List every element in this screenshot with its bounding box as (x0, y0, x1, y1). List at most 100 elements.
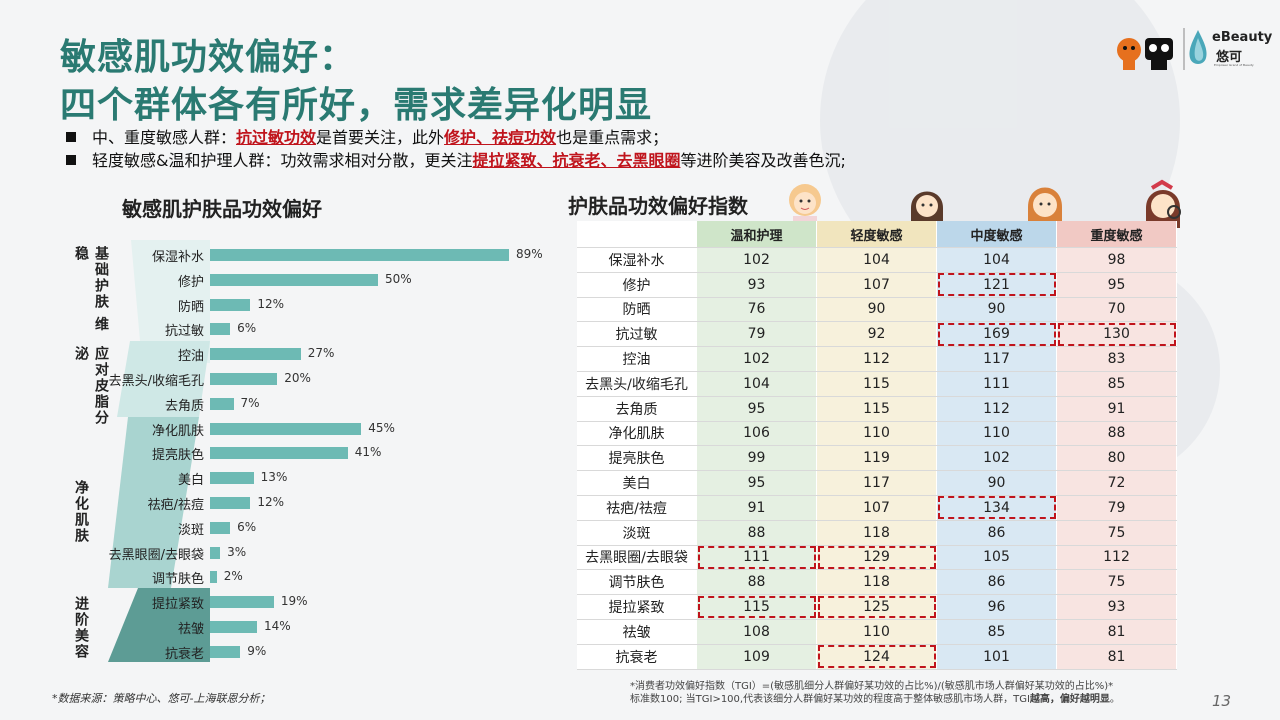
table-cell: 90 (936, 297, 1057, 323)
table-cell: 110 (816, 421, 937, 447)
bar-category-label: 保湿补水 (151, 250, 204, 265)
group-label-advanced: 进阶美容 (73, 596, 89, 660)
bar-category-label: 祛皱 (177, 622, 204, 637)
bar-value-label: 13% (260, 470, 288, 485)
bar-value-label: 3% (227, 544, 247, 559)
table-cell: 107 (816, 495, 937, 521)
table-cell: 105 (936, 545, 1057, 571)
table-row: 提拉紧致 115 125 96 93 (577, 594, 1177, 620)
bar-value-label: 9% (247, 643, 267, 658)
table-cell: 112 (816, 346, 937, 372)
bar (210, 596, 274, 609)
bullet-1: 中、重度敏感人群：抗过敏功效是首要关注，此外修护、祛痘功效也是重点需求； (66, 124, 668, 148)
group-bands (108, 240, 210, 662)
table-cell: 115 (696, 594, 817, 620)
table-cell: 110 (936, 421, 1057, 447)
table-cell: 112 (1056, 545, 1177, 571)
ebeauty-logo: eBeauty 悠可 Empower Grand of Beauty (1182, 26, 1274, 74)
bar-category-label: 修护 (177, 274, 204, 290)
mild-care-face-icon (783, 176, 827, 232)
table-cell: 117 (816, 470, 937, 496)
table-header-row: 温和护理 轻度敏感 中度敏感 重度敏感 (577, 221, 1177, 248)
table-cell: 75 (1056, 520, 1177, 546)
table-row: 淡斑 88 118 86 75 (577, 520, 1177, 546)
group-band-basic (131, 240, 210, 363)
table-cell: 134 (936, 495, 1057, 521)
table-cell: 90 (936, 470, 1057, 496)
bar (210, 447, 348, 460)
bar-category-label: 去黑眼圈/去眼袋 (108, 547, 204, 563)
row-label: 保湿补水 (577, 247, 697, 273)
bar (210, 397, 234, 410)
table-cell: 104 (816, 247, 937, 273)
bar-value-label: 12% (257, 296, 284, 311)
table-cell: 104 (696, 371, 817, 397)
bar (210, 497, 251, 509)
bar-value-label: 6% (237, 519, 257, 534)
table-cell: 101 (936, 644, 1057, 670)
footnote-line2: 标准数100; 当TGI>100,代表该细分人群偏好某功效的程度高于整体敏感肌市… (630, 690, 1120, 705)
table-cell: 98 (1056, 247, 1177, 273)
row-label: 祛皱 (577, 619, 697, 645)
bar-category-label: 抗衰老 (164, 646, 204, 662)
bullet-highlight: 修护、祛痘功效 (444, 128, 557, 147)
group-label-purify: 净化肌肤 (73, 480, 89, 544)
table-row: 抗衰老 109 124 101 81 (577, 644, 1177, 670)
bullet-text: 是首要关注，此外 (316, 128, 445, 147)
bar (210, 348, 301, 361)
footnote-text: 。 (1109, 694, 1120, 705)
table-cell: 81 (1056, 619, 1177, 645)
bar-value-label: 50% (385, 271, 412, 286)
table-cell: 119 (816, 445, 937, 472)
table-cell: 118 (816, 520, 937, 546)
table-cell: 91 (696, 495, 817, 521)
bar-category-label: 提亮肤色 (151, 448, 204, 464)
row-label: 调节肤色 (577, 569, 697, 596)
table-cell: 106 (696, 421, 817, 447)
bar (210, 546, 221, 559)
table-row: 祛疤/祛痘 91 107 134 79 (577, 495, 1177, 521)
bar-category-label: 净化肌肤 (151, 423, 204, 439)
bar-value-label: 19% (280, 594, 308, 609)
table-cell: 111 (936, 371, 1057, 397)
table-cell: 109 (696, 644, 817, 670)
bar (210, 249, 510, 261)
row-label: 防晒 (577, 297, 697, 323)
bar (210, 273, 378, 286)
row-label: 去角质 (577, 396, 697, 422)
column-header-moderate-sensitive: 中度敏感 (936, 221, 1057, 248)
bullet-square-icon (66, 132, 76, 142)
tgi-table: 温和护理 轻度敏感 中度敏感 重度敏感 保湿补水 102 104 104 98 修护 93 1… (577, 221, 1177, 670)
bullet-text: 中、重度敏感人群： (92, 128, 237, 147)
table-cell: 91 (1056, 396, 1177, 422)
bar-category-label: 控油 (177, 349, 204, 365)
page-number: 13 (1212, 692, 1232, 710)
table-cell: 76 (696, 297, 817, 323)
table-cell: 107 (816, 272, 937, 298)
data-source: *数据来源：策略中心、悠可-上海联恩分析； (52, 692, 271, 705)
table-cell: 70 (1056, 297, 1177, 323)
table-title: 护肤品功效偏好指数 (568, 194, 748, 218)
bar-value-label: 20% (284, 371, 311, 385)
group-band-sebum (117, 341, 210, 417)
table-cell: 111 (696, 545, 817, 571)
table-row: 抗过敏 79 92 169 130 (577, 321, 1177, 348)
table-cell: 121 (936, 272, 1057, 298)
bullet-square-icon (66, 155, 76, 165)
table-cell: 110 (816, 619, 937, 645)
bar-value-label: 2% (223, 569, 243, 584)
bar-value-label: 45% (368, 420, 395, 435)
table-cell: 79 (696, 321, 817, 348)
table-cell: 124 (816, 644, 937, 670)
bullet-2: 轻度敏感&温和护理人群：功效需求相对分散，更关注提拉紧致、抗衰老、去黑眼圈等进阶… (66, 147, 846, 171)
row-label: 控油 (577, 346, 697, 372)
table-cell: 80 (1056, 445, 1177, 472)
bar (210, 571, 217, 584)
table-cell: 169 (936, 321, 1057, 348)
table-cell: 118 (816, 569, 937, 596)
table-cell: 95 (1056, 272, 1177, 298)
table-cell: 130 (1056, 321, 1177, 348)
row-label: 修护 (577, 272, 697, 298)
table-cell: 99 (696, 445, 817, 472)
row-label: 提拉紧致 (577, 594, 697, 620)
